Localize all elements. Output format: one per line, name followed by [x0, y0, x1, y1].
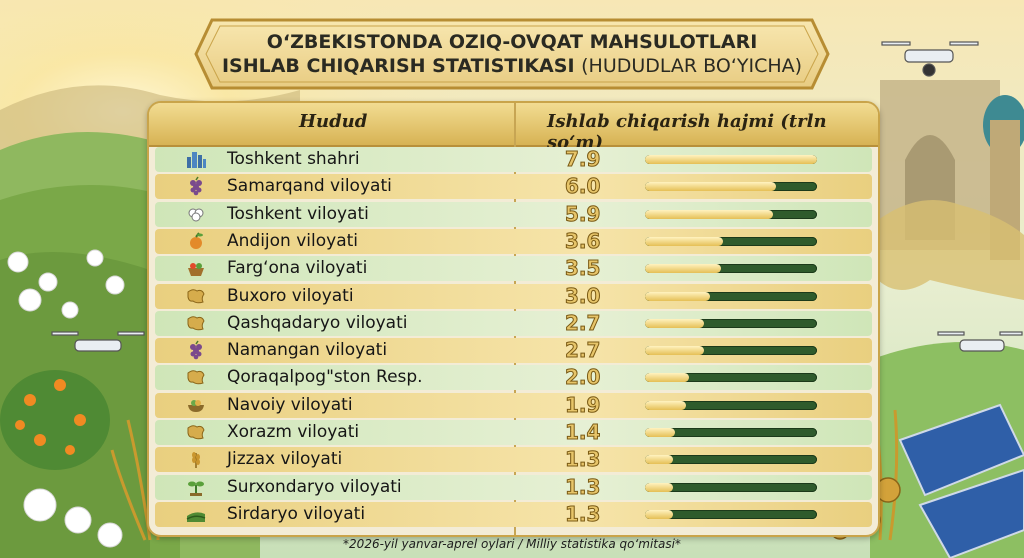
bar-fill: [645, 291, 711, 301]
chart-title: O‘ZBEKISTONDA OZIQ-OVQAT MAHSULOTLARI IS…: [192, 30, 832, 78]
bar-track: [645, 155, 817, 164]
value-label: 2.0: [564, 365, 601, 390]
value-label: 3.6: [564, 228, 601, 253]
title-line-2-sub: (HUDUDLAR BO‘YICHA): [581, 55, 803, 77]
bar-fill: [645, 264, 722, 274]
bar-fill: [645, 155, 817, 164]
region-name: Toshkent shahri: [227, 149, 360, 169]
map-region-icon: [185, 422, 207, 442]
region-name: Jizzax viloyati: [227, 449, 343, 470]
value-label: 1.3: [564, 447, 601, 472]
banner-frame: [194, 18, 830, 90]
table-row: Farg‘ona viloyati 3.5: [155, 256, 872, 282]
bar-fill: [645, 318, 704, 328]
bar-fill: [645, 236, 724, 246]
grapes-icon: [185, 340, 207, 360]
value-label: 2.7: [564, 310, 601, 335]
stats-table: Hudud Ishlab chiqarish hajmi (trln so‘m)…: [147, 101, 880, 537]
region-name: Andijon viloyati: [227, 230, 358, 251]
table-row: Surxondaryo viloyati 1.3: [155, 474, 872, 500]
bar-track: [645, 291, 817, 301]
map-region-icon: [185, 313, 207, 333]
value-label: 5.9: [564, 201, 601, 226]
table-row: Andijon viloyati 3.6: [155, 228, 872, 254]
table-row: Navoiy viloyati 1.9: [155, 392, 872, 418]
region-name: Surxondaryo viloyati: [227, 476, 402, 497]
bar-track: [645, 318, 817, 328]
map-region-icon: [185, 367, 207, 387]
value-label: 2.7: [564, 338, 601, 363]
title-line-1: O‘ZBEKISTONDA OZIQ-OVQAT MAHSULOTLARI: [266, 31, 758, 53]
region-name: Xorazm viloyati: [227, 422, 360, 442]
city-icon: [185, 149, 207, 169]
value-label: 1.9: [564, 392, 601, 417]
value-label: 1.3: [564, 501, 601, 526]
title-banner: O‘ZBEKISTONDA OZIQ-OVQAT MAHSULOTLARI IS…: [192, 14, 832, 94]
bar-track: [645, 455, 817, 465]
bowl-icon: [185, 395, 207, 415]
bar-fill: [645, 209, 774, 219]
map-region-icon: [185, 286, 207, 306]
wheat-icon: [185, 449, 207, 469]
title-line-2-bold: ISHLAB CHIQARISH STATISTIKASI: [221, 55, 575, 77]
region-name: Toshkent viloyati: [227, 203, 369, 224]
table-row: Toshkent shahri 7.9: [155, 147, 872, 172]
bar-fill: [645, 482, 674, 492]
region-name: Qashqadaryo viloyati: [227, 312, 408, 333]
value-label: 3.5: [564, 256, 601, 281]
cotton-icon: [185, 204, 207, 224]
bar-track: [645, 264, 817, 274]
region-name: Buxoro viloyati: [227, 285, 354, 306]
bar-track: [645, 209, 817, 219]
value-label: 3.0: [564, 283, 601, 308]
title-line-2: ISHLAB CHIQARISH STATISTIKASI (HUDUDLAR …: [192, 54, 832, 78]
table-row: Qoraqalpog"ston Resp. 2.0: [155, 365, 872, 391]
table-row: Samarqand viloyati 6.0: [155, 174, 872, 200]
basket-icon: [185, 258, 207, 278]
table-row: Buxoro viloyati 3.0: [155, 283, 872, 309]
region-name: Namangan viloyati: [227, 340, 388, 361]
bar-fill: [645, 182, 776, 192]
bar-fill: [645, 428, 676, 437]
fruit-icon: [185, 231, 207, 251]
region-name: Sirdaryo viloyati: [227, 503, 366, 524]
table-row: Sirdaryo viloyati 1.3: [155, 501, 872, 527]
bar-track: [645, 373, 817, 383]
bar-fill: [645, 373, 689, 383]
value-label: 6.0: [564, 174, 601, 199]
value-label: 1.4: [564, 420, 601, 445]
sprout-icon: [185, 477, 207, 497]
bar-fill: [645, 455, 674, 465]
region-name: Navoiy viloyati: [227, 394, 353, 415]
table-row: Qashqadaryo viloyati 2.7: [155, 310, 872, 336]
footnote: *2026-yil yanvar-aprel oylari / Milliy s…: [343, 537, 681, 551]
bar-track: [645, 482, 817, 492]
bar-track: [645, 236, 817, 246]
bar-track: [645, 182, 817, 192]
table-header: Hudud Ishlab chiqarish hajmi (trln so‘m): [149, 103, 878, 153]
bar-track: [645, 428, 817, 437]
grapes-icon: [185, 176, 207, 196]
value-label: 7.9: [564, 147, 601, 172]
value-label: 1.3: [564, 474, 601, 499]
table-row: Jizzax viloyati 1.3: [155, 447, 872, 473]
bar-track: [645, 346, 817, 356]
bar-fill: [645, 400, 687, 410]
region-name: Qoraqalpog"ston Resp.: [227, 367, 423, 388]
region-name: Farg‘ona viloyati: [227, 258, 368, 279]
bar-track: [645, 509, 817, 519]
field-icon: [185, 504, 207, 524]
region-name: Samarqand viloyati: [227, 176, 392, 197]
table-row: Toshkent viloyati 5.9: [155, 201, 872, 227]
table-row: Namangan viloyati 2.7: [155, 338, 872, 364]
table-row: Xorazm viloyati 1.4: [155, 420, 872, 445]
bar-fill: [645, 346, 704, 356]
bar-track: [645, 400, 817, 410]
column-header-region: Hudud: [299, 111, 368, 132]
bar-fill: [645, 509, 674, 519]
